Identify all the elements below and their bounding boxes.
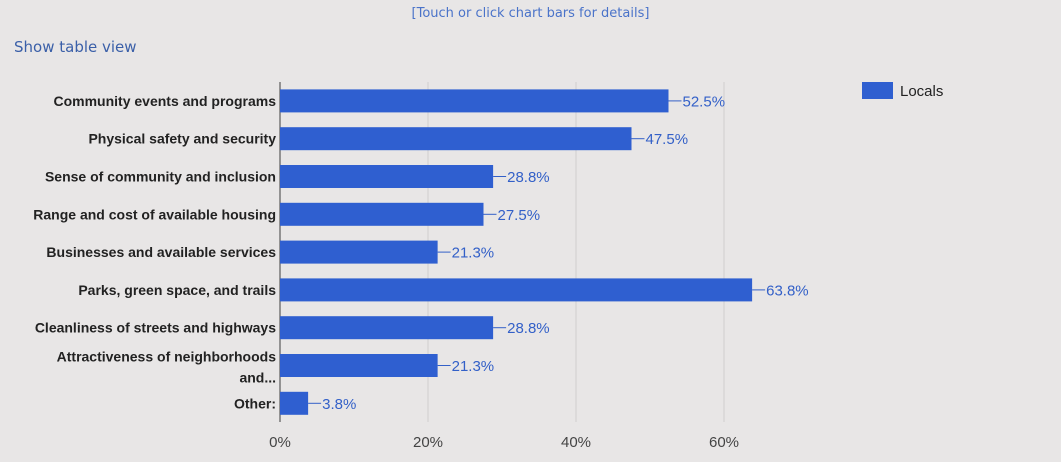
x-tick-label: 40%	[561, 434, 591, 451]
chart-hint: [Touch or click chart bars for details]	[411, 6, 650, 21]
bar[interactable]	[280, 89, 669, 113]
category-label: Range and cost of available housing	[33, 206, 276, 222]
x-tick-label: 20%	[413, 434, 443, 451]
bar[interactable]	[280, 202, 484, 226]
bar[interactable]	[280, 391, 309, 415]
value-label: 28.8%	[507, 320, 550, 337]
bar[interactable]	[280, 278, 753, 302]
category-label: Sense of community and inclusion	[45, 169, 276, 185]
category-label: Parks, green space, and trails	[78, 282, 276, 298]
show-table-view-link[interactable]: Show table view	[14, 38, 137, 56]
bar[interactable]	[280, 240, 438, 264]
legend: Locals	[862, 82, 943, 100]
value-label: 21.3%	[452, 358, 495, 375]
value-label: 47.5%	[646, 131, 689, 148]
x-tick-label: 0%	[269, 434, 291, 451]
bars	[280, 89, 753, 415]
value-label: 28.8%	[507, 169, 550, 186]
value-label: 52.5%	[683, 93, 726, 110]
value-label: 63.8%	[766, 282, 809, 299]
value-label: 3.8%	[322, 396, 356, 413]
category-label: Other:	[234, 395, 276, 411]
bar[interactable]	[280, 316, 494, 340]
value-label: 21.3%	[452, 245, 495, 262]
x-tick-label: 60%	[709, 434, 739, 451]
category-label: Cleanliness of streets and highways	[35, 320, 276, 336]
legend-swatch	[862, 82, 893, 99]
bar[interactable]	[280, 165, 494, 188]
bar[interactable]	[280, 354, 438, 377]
category-label: Community events and programs	[54, 93, 277, 109]
bar[interactable]	[280, 127, 632, 151]
category-label: Businesses and available services	[46, 244, 276, 260]
legend-label: Locals	[900, 83, 943, 100]
labels: 0% 20% 40% 60% Community events and programs…	[33, 93, 808, 451]
category-label: Physical safety and security	[88, 131, 276, 147]
category-label: Attractiveness of neighborhoods and...	[57, 349, 277, 386]
value-label: 27.5%	[498, 207, 541, 224]
